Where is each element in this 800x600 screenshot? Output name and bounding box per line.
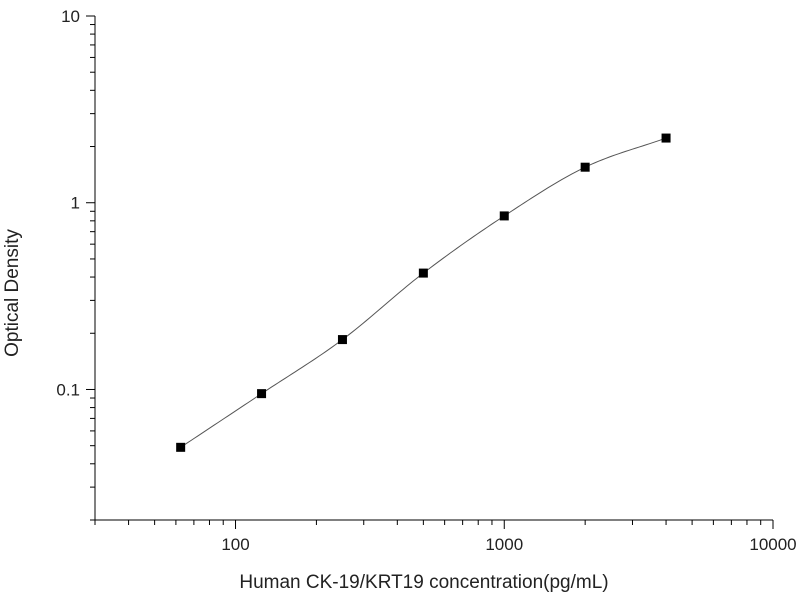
tick-labels: 100 1000 10000 0.1 1 10 bbox=[56, 7, 796, 554]
x-tick-label: 100 bbox=[221, 535, 249, 554]
data-point bbox=[257, 389, 267, 399]
y-tick-label: 1 bbox=[71, 194, 80, 213]
data-point bbox=[418, 268, 428, 278]
data-point bbox=[580, 162, 590, 172]
data-point bbox=[499, 211, 509, 221]
fit-curve bbox=[180, 137, 667, 448]
data-point bbox=[337, 335, 347, 345]
x-tick-label: 10000 bbox=[749, 535, 796, 554]
y-axis-title: Optical Density bbox=[2, 229, 23, 357]
data-point bbox=[176, 442, 186, 452]
axes bbox=[94, 16, 773, 521]
data-point bbox=[661, 133, 671, 143]
x-axis-title: Human CK-19/KRT19 concentration(pg/mL) bbox=[239, 572, 608, 593]
y-tick-label: 10 bbox=[61, 7, 80, 26]
data-points bbox=[176, 133, 671, 452]
x-tick-label: 1000 bbox=[485, 535, 523, 554]
tick-marks bbox=[86, 15, 774, 529]
y-tick-label: 0.1 bbox=[56, 380, 80, 399]
